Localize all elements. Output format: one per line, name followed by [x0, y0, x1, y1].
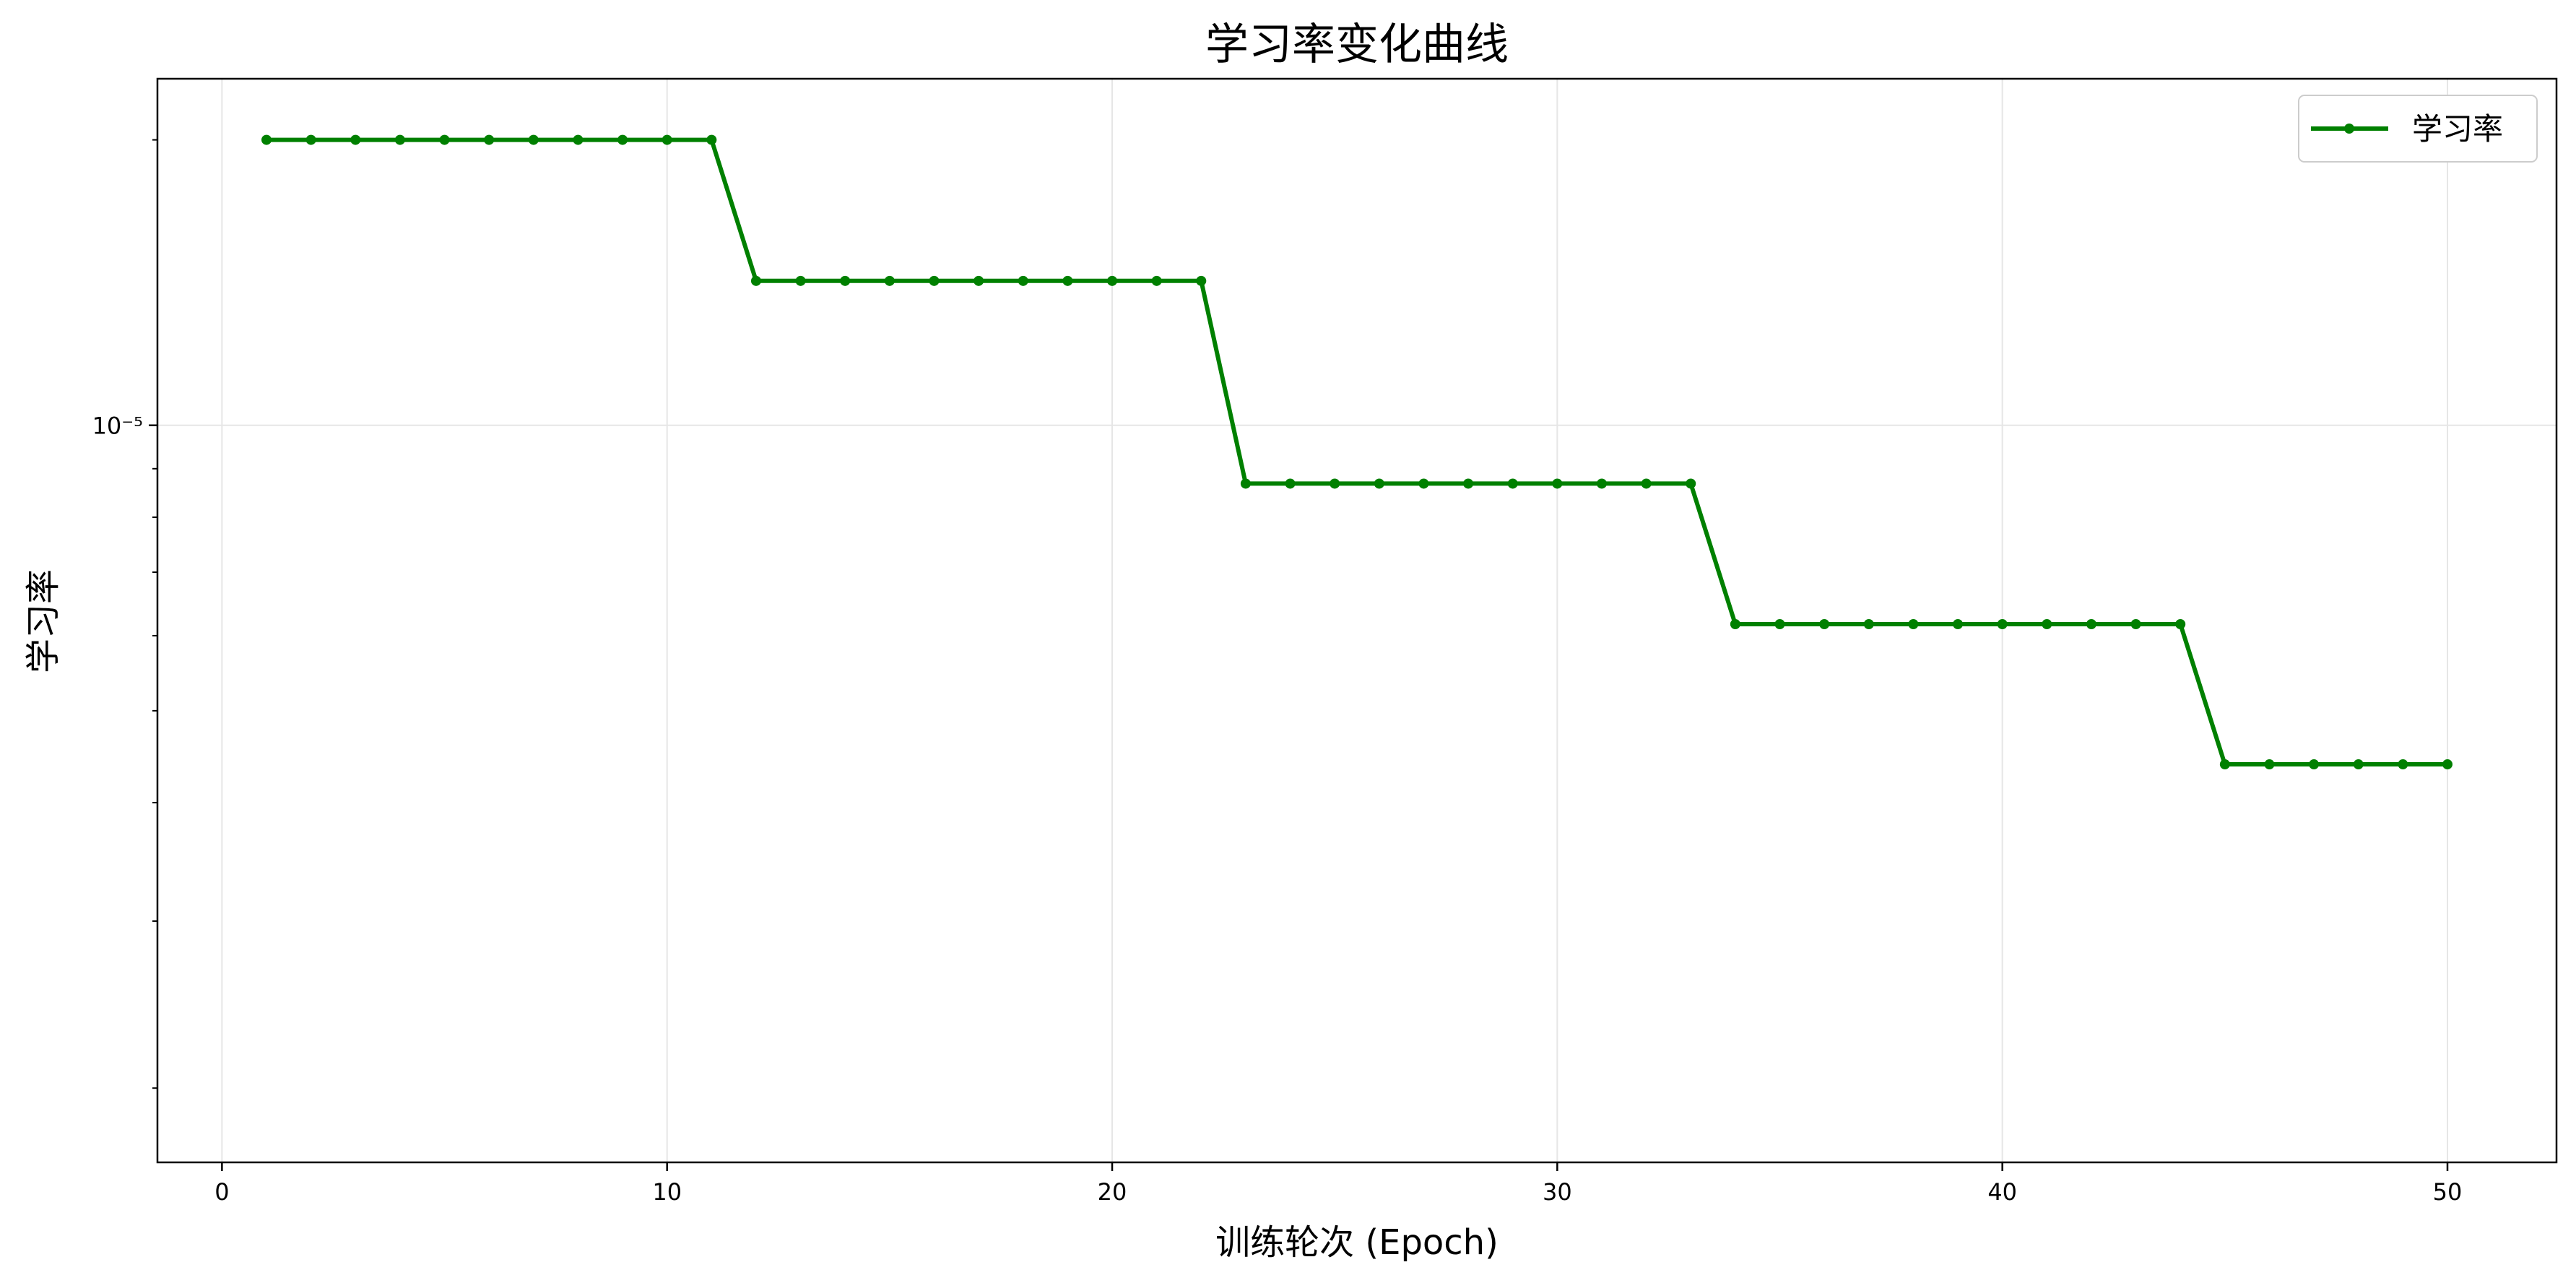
- data-point: [1196, 275, 1207, 286]
- data-point: [1730, 619, 1740, 630]
- data-point: [929, 275, 940, 286]
- legend: 学习率: [2298, 95, 2538, 163]
- x-tick-label: 0: [214, 1178, 229, 1206]
- plot-area: [156, 77, 2558, 1164]
- x-tick-label: 20: [1098, 1178, 1127, 1206]
- data-point: [484, 134, 495, 145]
- legend-box: [2298, 95, 2538, 163]
- data-point: [1686, 478, 1696, 489]
- series-line: [266, 137, 2447, 766]
- axis-ticks: 0 10 20 30 40 50 10⁻⁵: [92, 139, 2463, 1206]
- data-point: [1151, 275, 1162, 286]
- data-point: [1330, 478, 1340, 489]
- data-point: [1863, 619, 1874, 630]
- data-point: [573, 134, 584, 145]
- data-point: [1953, 619, 1964, 630]
- data-point: [795, 275, 806, 286]
- data-point: [2398, 759, 2408, 770]
- data-point: [1107, 275, 1118, 286]
- data-point: [1418, 478, 1429, 489]
- data-point: [528, 134, 539, 145]
- data-point: [750, 275, 761, 286]
- data-point: [1062, 275, 1073, 286]
- data-point: [1240, 478, 1251, 489]
- data-point: [2042, 619, 2052, 630]
- data-point: [305, 134, 316, 145]
- data-point: [2442, 759, 2453, 770]
- chart-title: 学习率变化曲线: [1205, 20, 1509, 70]
- legend-marker: [2344, 124, 2354, 134]
- data-point: [1018, 275, 1028, 286]
- data-point: [2264, 759, 2275, 770]
- data-point: [1507, 478, 1518, 489]
- series-layer: [261, 134, 2453, 770]
- data-point: [1908, 619, 1919, 630]
- data-point: [2309, 759, 2320, 770]
- data-point: [2175, 619, 2186, 630]
- data-point: [1374, 478, 1384, 489]
- data-point: [617, 134, 628, 145]
- data-point: [2219, 759, 2230, 770]
- data-point: [706, 134, 717, 145]
- data-point: [1997, 619, 2008, 630]
- x-tick-label: 10: [652, 1178, 682, 1206]
- data-point: [1774, 619, 1785, 630]
- x-tick-label: 50: [2433, 1178, 2463, 1206]
- x-tick-label: 30: [1543, 1178, 1572, 1206]
- data-point: [2086, 619, 2096, 630]
- data-point: [1552, 478, 1563, 489]
- data-point: [884, 275, 895, 286]
- data-point: [2130, 619, 2141, 630]
- data-point: [662, 134, 672, 145]
- data-point: [1819, 619, 1830, 630]
- data-point: [840, 275, 851, 286]
- data-point: [261, 134, 272, 145]
- data-point: [1641, 478, 1652, 489]
- data-point: [973, 275, 984, 286]
- data-point: [394, 134, 405, 145]
- data-point: [439, 134, 450, 145]
- y-tick-label: 10⁻⁵: [92, 412, 143, 440]
- data-point: [1463, 478, 1474, 489]
- legend-label: 学习率: [2412, 111, 2503, 147]
- data-point: [350, 134, 361, 145]
- data-point: [1285, 478, 1296, 489]
- x-axis-label: 训练轮次 (Epoch): [1215, 1222, 1499, 1263]
- x-tick-label: 40: [1987, 1178, 2017, 1206]
- data-point: [2353, 759, 2364, 770]
- y-axis-label: 学习率: [23, 569, 64, 673]
- data-point: [1596, 478, 1607, 489]
